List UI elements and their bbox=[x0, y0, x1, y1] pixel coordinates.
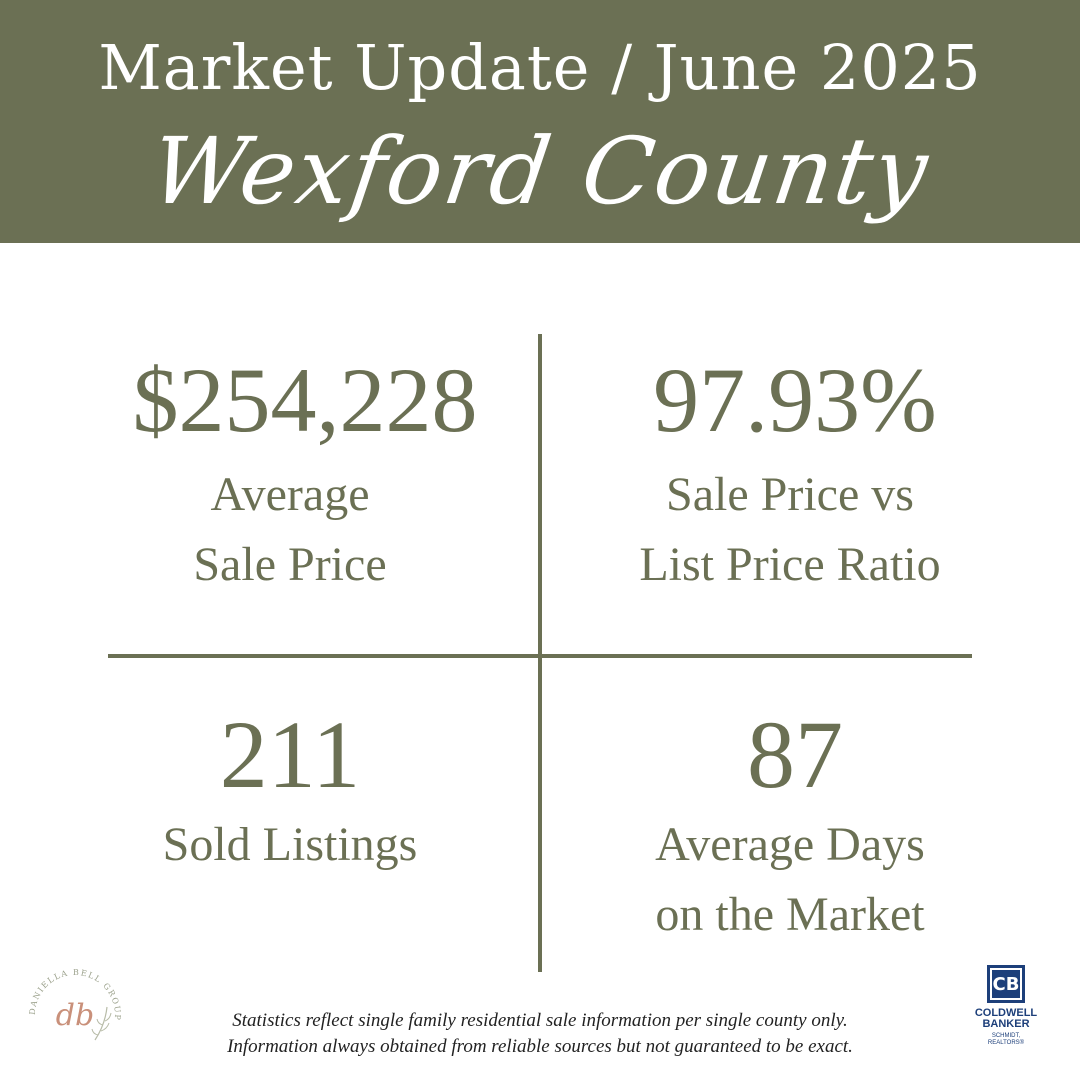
label-line: List Price Ratio bbox=[639, 538, 941, 591]
label-line: on the Market bbox=[655, 888, 925, 941]
average-sale-price-label: Average Sale Price bbox=[60, 460, 520, 600]
label-line: Average bbox=[210, 468, 370, 521]
sold-listings-value: 211 bbox=[219, 701, 361, 808]
average-sale-price-value: $254,228 bbox=[132, 349, 478, 451]
daniella-bell-group-logo: DANIELLA BELL GROUP db bbox=[25, 965, 125, 1065]
page-title: Market Update / June 2025 bbox=[98, 31, 982, 104]
label-line: Average Days bbox=[655, 818, 925, 871]
vertical-divider bbox=[538, 334, 542, 972]
db-monogram-icon: DANIELLA BELL GROUP db bbox=[28, 968, 121, 1041]
label-line: Sale Price bbox=[193, 538, 387, 591]
disclaimer-line: Information always obtained from reliabl… bbox=[227, 1036, 853, 1057]
logo-initials: db bbox=[56, 998, 94, 1033]
average-days-value: 87 bbox=[747, 701, 843, 808]
sold-listings-label: Sold Listings bbox=[60, 810, 520, 880]
cb-name-line: COLDWELL bbox=[974, 1007, 1038, 1019]
sale-list-ratio-label: Sale Price vs List Price Ratio bbox=[560, 460, 1020, 600]
label-line: Sale Price vs bbox=[666, 468, 914, 521]
average-days-label: Average Days on the Market bbox=[560, 810, 1020, 950]
county-name: Wexford County bbox=[144, 118, 936, 225]
sale-list-ratio-value: 97.93% bbox=[653, 349, 937, 451]
cb-mark-icon: CB bbox=[987, 965, 1025, 1003]
cb-name-line: BANKER bbox=[982, 1018, 1030, 1030]
horizontal-divider bbox=[108, 654, 972, 658]
label-line: Sold Listings bbox=[162, 818, 418, 871]
coldwell-banker-logo: CB COLDWELL BANKER SCHMIDT, REALTORS® bbox=[968, 965, 1044, 1065]
cb-sub-line: SCHMIDT, bbox=[991, 1033, 1021, 1039]
header-banner: Market Update / June 2025 Wexford County bbox=[0, 0, 1080, 243]
disclaimer: Statistics reflect single family residen… bbox=[150, 1008, 930, 1060]
cb-sub-line: REALTORS® bbox=[987, 1040, 1025, 1046]
disclaimer-line: Statistics reflect single family residen… bbox=[232, 1010, 848, 1031]
